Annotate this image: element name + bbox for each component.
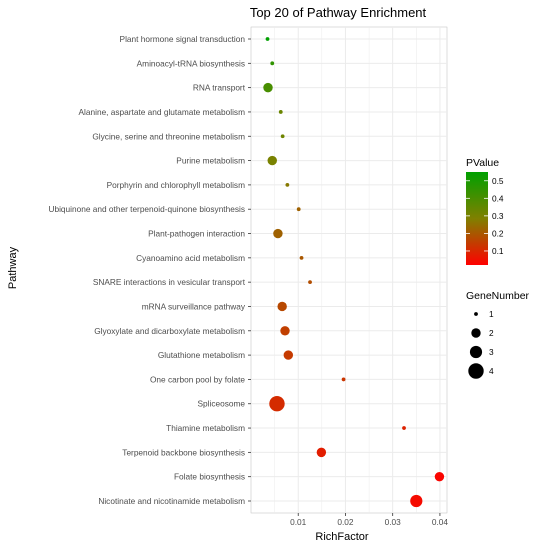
colorbar-label: 0.3	[492, 211, 504, 221]
data-point	[434, 471, 445, 482]
y-tick-label: Plant-pathogen interaction	[148, 229, 245, 239]
y-tick-label: RNA transport	[193, 83, 246, 93]
data-point	[270, 61, 275, 66]
colorbar-label: 0.2	[492, 228, 504, 238]
genenumber-legend-items: 1 2 3 4	[468, 309, 494, 379]
data-point	[316, 447, 327, 458]
y-tick-label: SNARE interactions in vesicular transpor…	[93, 277, 246, 287]
y-tick-label: Cyanoamino acid metabolism	[136, 253, 245, 263]
data-point	[283, 350, 294, 360]
y-tick-label: Glutathione metabolism	[158, 350, 245, 360]
data-point	[410, 494, 423, 508]
data-point	[285, 182, 290, 187]
plot-panel	[250, 26, 448, 514]
size-legend-label: 1	[489, 309, 494, 319]
colorbar-label: 0.1	[492, 246, 504, 256]
x-tick-label: 0.02	[337, 517, 354, 527]
y-tick-label: Porphyrin and chlorophyll metabolism	[107, 180, 245, 190]
data-point	[267, 155, 277, 166]
x-axis-title: RichFactor	[315, 531, 369, 543]
y-tick-label: One carbon pool by folate	[150, 374, 245, 384]
size-legend-dot	[469, 345, 483, 359]
colorbar-label: 0.5	[492, 176, 504, 186]
x-tick-label: 0.03	[385, 517, 402, 527]
x-axis-ticks: 0.01 0.02 0.03 0.04	[290, 513, 448, 527]
y-tick-label: mRNA surveillance pathway	[142, 301, 246, 311]
pvalue-legend-title: PValue	[466, 157, 499, 169]
y-tick-label: Plant hormone signal transduction	[120, 34, 246, 44]
size-legend-label: 2	[489, 328, 494, 338]
y-axis-title: Pathway	[7, 246, 19, 289]
x-tick-label: 0.04	[432, 517, 449, 527]
data-point	[280, 326, 290, 336]
data-point	[341, 377, 346, 382]
data-point	[277, 301, 287, 312]
data-point	[280, 134, 285, 139]
data-points	[263, 37, 445, 508]
size-legend-dot	[468, 363, 484, 379]
data-point	[269, 396, 285, 412]
x-tick-label: 0.01	[290, 517, 307, 527]
y-tick-label: Alanine, aspartate and glutamate metabol…	[79, 107, 246, 117]
y-tick-label: Purine metabolism	[176, 156, 245, 166]
y-tick-label: Terpenoid backbone biosynthesis	[122, 447, 245, 457]
data-point	[308, 280, 312, 285]
chart-title: Top 20 of Pathway Enrichment	[250, 5, 427, 20]
size-legend-label: 4	[489, 366, 494, 376]
data-point	[296, 207, 301, 212]
data-point	[299, 255, 304, 260]
data-point	[273, 228, 283, 239]
pvalue-legend-ticks: 0.1 0.2 0.3 0.4 0.5	[466, 176, 504, 256]
y-tick-label: Spliceosome	[197, 399, 245, 409]
size-legend-dot	[474, 312, 478, 316]
size-legend-dot	[471, 328, 481, 338]
data-point	[265, 37, 270, 41]
genenumber-legend-title: GeneNumber	[466, 290, 530, 302]
data-point	[263, 82, 273, 93]
data-point	[278, 110, 283, 114]
size-legend-label: 3	[489, 347, 494, 357]
y-tick-label: Aminoacyl-tRNA biosynthesis	[137, 58, 245, 68]
colorbar-label: 0.4	[492, 193, 504, 203]
y-tick-label: Ubiquinone and other terpenoid-quinone b…	[48, 204, 245, 214]
y-tick-label: Folate biosynthesis	[174, 472, 245, 482]
y-axis-category-labels: Plant hormone signal transduction Aminoac…	[48, 34, 251, 506]
y-tick-label: Glycine, serine and threonine metabolism	[92, 131, 245, 141]
data-point	[402, 426, 406, 430]
y-tick-label: Nicotinate and nicotinamide metabolism	[98, 496, 245, 506]
y-tick-label: Glyoxylate and dicarboxylate metabolism	[94, 326, 245, 336]
pvalue-colorbar	[466, 172, 488, 265]
y-tick-label: Thiamine metabolism	[166, 423, 245, 433]
